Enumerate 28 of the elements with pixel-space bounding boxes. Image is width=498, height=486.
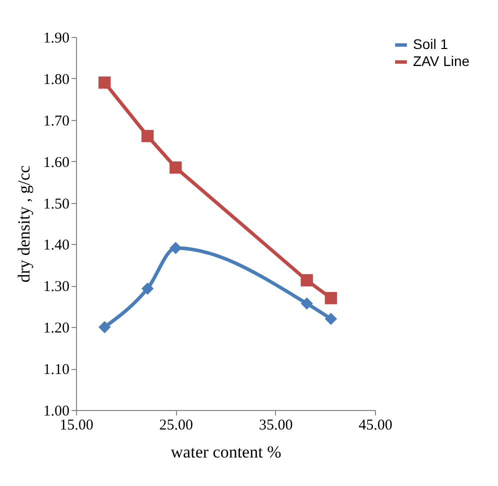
point bbox=[324, 292, 338, 304]
legend-label: ZAV Line bbox=[413, 53, 470, 69]
point bbox=[98, 76, 111, 89]
y-tick-label: 1.50 bbox=[43, 196, 70, 212]
point bbox=[324, 312, 338, 325]
point bbox=[300, 297, 313, 310]
y-tick-label: 1.10 bbox=[43, 362, 70, 378]
y-tick-label: 1.70 bbox=[43, 113, 70, 130]
y-tick-label: 1.40 bbox=[43, 238, 70, 254]
y-tick-label: 1.60 bbox=[43, 154, 70, 171]
point bbox=[300, 274, 313, 286]
legend-label: Soil 1 bbox=[413, 36, 448, 52]
point bbox=[141, 282, 154, 295]
y-tick-label: 1.20 bbox=[43, 320, 70, 337]
x-tick-label: 35.00 bbox=[258, 418, 293, 434]
x-tick-label: 45.00 bbox=[358, 418, 392, 434]
y-tick-label: 1.80 bbox=[43, 72, 70, 88]
point bbox=[98, 320, 111, 334]
y-tick-label: 1.90 bbox=[43, 30, 70, 46]
point bbox=[170, 242, 182, 254]
y-tick-label: 1.30 bbox=[43, 279, 70, 296]
point bbox=[170, 161, 182, 174]
y-tick-label: 1.00 bbox=[43, 404, 70, 420]
x-tick-label: 25.00 bbox=[159, 418, 194, 434]
y-axis-title: dry density , g/cc bbox=[14, 165, 34, 283]
point bbox=[141, 130, 154, 142]
x-tick-label: 15.00 bbox=[60, 418, 94, 434]
x-axis-title: water content % bbox=[170, 442, 282, 462]
